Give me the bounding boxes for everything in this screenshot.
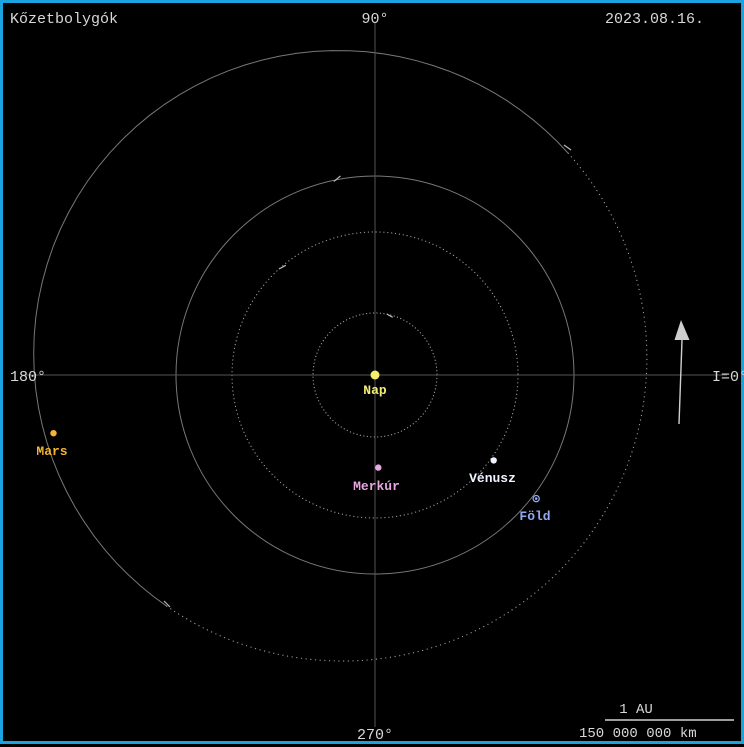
svg-text:Nap: Nap [363, 383, 387, 398]
svg-text:Mars: Mars [36, 444, 67, 459]
svg-text:180°: 180° [10, 369, 46, 386]
svg-text:270°: 270° [357, 727, 393, 744]
svg-text:90°: 90° [361, 11, 388, 28]
svg-text:Vénusz: Vénusz [469, 471, 516, 486]
svg-text:2023.08.16.: 2023.08.16. [605, 11, 704, 28]
svg-text:I=0°: I=0° [712, 369, 744, 386]
svg-text:Merkúr: Merkúr [353, 479, 400, 494]
svg-text:1 AU: 1 AU [619, 702, 653, 718]
svg-text:Föld: Föld [519, 509, 550, 524]
svg-text:150 000 000 km: 150 000 000 km [579, 726, 697, 742]
svg-text:Kőzetbolygók: Kőzetbolygók [10, 11, 118, 28]
